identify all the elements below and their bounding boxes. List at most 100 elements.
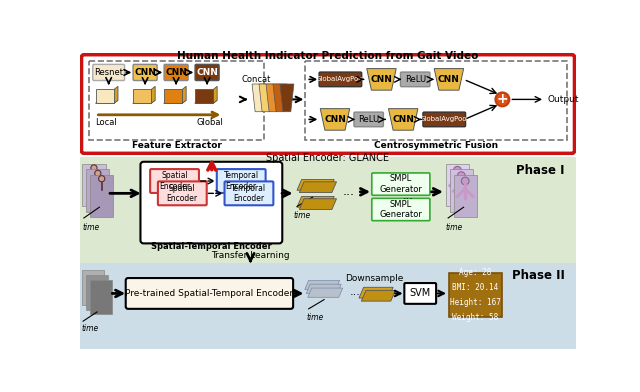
Text: time: time xyxy=(446,223,463,232)
Text: GlobalAvgPool: GlobalAvgPool xyxy=(316,76,365,82)
Polygon shape xyxy=(362,290,396,301)
FancyBboxPatch shape xyxy=(372,173,430,195)
Polygon shape xyxy=(266,84,280,112)
Text: ...: ... xyxy=(403,191,414,201)
Polygon shape xyxy=(359,287,393,298)
Bar xyxy=(83,164,106,207)
Bar xyxy=(90,175,113,217)
Polygon shape xyxy=(132,100,155,103)
Bar xyxy=(86,275,108,310)
Text: GlobalAvgPool: GlobalAvgPool xyxy=(419,116,469,122)
FancyBboxPatch shape xyxy=(164,64,188,80)
Text: Spatial Encoder: GLANCE: Spatial Encoder: GLANCE xyxy=(266,152,390,163)
Polygon shape xyxy=(213,86,217,103)
Polygon shape xyxy=(259,84,273,112)
Polygon shape xyxy=(305,280,340,290)
FancyBboxPatch shape xyxy=(372,198,430,221)
Polygon shape xyxy=(95,89,114,103)
Circle shape xyxy=(454,166,461,174)
Text: ...: ... xyxy=(349,287,360,297)
Polygon shape xyxy=(195,89,213,103)
Polygon shape xyxy=(95,100,118,103)
Text: time: time xyxy=(81,324,99,333)
Text: Phase I: Phase I xyxy=(516,164,564,177)
Text: ReLU: ReLU xyxy=(358,115,380,124)
Circle shape xyxy=(99,176,105,182)
Polygon shape xyxy=(164,100,186,103)
Circle shape xyxy=(458,172,465,180)
Text: CNN: CNN xyxy=(196,68,218,77)
FancyBboxPatch shape xyxy=(140,162,282,243)
Text: time: time xyxy=(307,313,324,322)
FancyBboxPatch shape xyxy=(217,169,266,193)
Text: time: time xyxy=(83,223,100,232)
Text: Spatial
Encoder: Spatial Encoder xyxy=(159,171,190,191)
Text: Temporal
Encoder: Temporal Encoder xyxy=(223,171,259,191)
FancyBboxPatch shape xyxy=(150,169,199,193)
Polygon shape xyxy=(308,288,343,297)
Polygon shape xyxy=(320,109,349,130)
FancyBboxPatch shape xyxy=(404,283,436,304)
Polygon shape xyxy=(273,84,287,112)
FancyBboxPatch shape xyxy=(93,64,125,80)
Polygon shape xyxy=(300,199,337,209)
Text: Age: 28
BMI: 20.14
Height: 167
Weight: 58: Age: 28 BMI: 20.14 Height: 167 Weight: 5… xyxy=(450,267,500,323)
Bar xyxy=(80,263,576,349)
Polygon shape xyxy=(164,89,182,103)
Text: Spatial-Temporal Encoder: Spatial-Temporal Encoder xyxy=(152,242,272,251)
Text: Feature Extractor: Feature Extractor xyxy=(132,141,222,150)
FancyBboxPatch shape xyxy=(125,278,293,309)
Text: Phase II: Phase II xyxy=(511,269,564,282)
Text: Output: Output xyxy=(547,95,579,104)
Polygon shape xyxy=(151,86,155,103)
Text: ...: ... xyxy=(342,185,354,198)
Text: Concat: Concat xyxy=(241,75,271,84)
Bar xyxy=(449,273,502,317)
Polygon shape xyxy=(388,109,418,130)
Polygon shape xyxy=(307,284,341,294)
Polygon shape xyxy=(367,69,396,90)
Text: Spatial
Encoder: Spatial Encoder xyxy=(167,183,198,203)
Text: CNN: CNN xyxy=(134,68,156,77)
FancyBboxPatch shape xyxy=(305,61,566,140)
Circle shape xyxy=(495,93,509,106)
FancyBboxPatch shape xyxy=(158,181,207,205)
Polygon shape xyxy=(132,89,151,103)
Polygon shape xyxy=(182,86,186,103)
Circle shape xyxy=(461,177,469,185)
FancyBboxPatch shape xyxy=(90,61,264,140)
Polygon shape xyxy=(297,180,334,190)
Circle shape xyxy=(91,165,97,171)
Polygon shape xyxy=(280,84,294,112)
Bar xyxy=(446,164,469,207)
Text: Human Health Indicator Prediction from Gait Video: Human Health Indicator Prediction from G… xyxy=(177,51,479,61)
Text: CNN: CNN xyxy=(165,68,187,77)
Text: Downsample: Downsample xyxy=(346,274,404,283)
Text: Resnet: Resnet xyxy=(94,68,123,77)
Text: CNN: CNN xyxy=(392,115,414,124)
Text: SVM: SVM xyxy=(410,289,431,298)
Bar xyxy=(454,175,477,217)
Polygon shape xyxy=(434,69,463,90)
FancyBboxPatch shape xyxy=(195,64,219,80)
Polygon shape xyxy=(300,182,337,192)
Text: CNN: CNN xyxy=(371,75,392,84)
Bar xyxy=(450,169,473,212)
Text: Transfer Learning: Transfer Learning xyxy=(211,250,290,260)
FancyBboxPatch shape xyxy=(354,112,383,127)
FancyBboxPatch shape xyxy=(401,72,430,87)
Polygon shape xyxy=(297,196,334,207)
Bar xyxy=(80,157,576,263)
Text: Global: Global xyxy=(196,118,223,127)
Text: Temporal
Encoder: Temporal Encoder xyxy=(232,183,266,203)
Bar xyxy=(83,270,104,305)
Bar xyxy=(86,169,109,212)
Polygon shape xyxy=(195,100,217,103)
Text: CNN: CNN xyxy=(324,115,346,124)
FancyBboxPatch shape xyxy=(423,112,465,127)
Text: ReLU: ReLU xyxy=(404,75,426,84)
Polygon shape xyxy=(114,86,118,103)
Text: CNN: CNN xyxy=(438,75,460,84)
FancyBboxPatch shape xyxy=(319,72,362,87)
Text: Centrosymmetric Fusion: Centrosymmetric Fusion xyxy=(374,141,499,150)
